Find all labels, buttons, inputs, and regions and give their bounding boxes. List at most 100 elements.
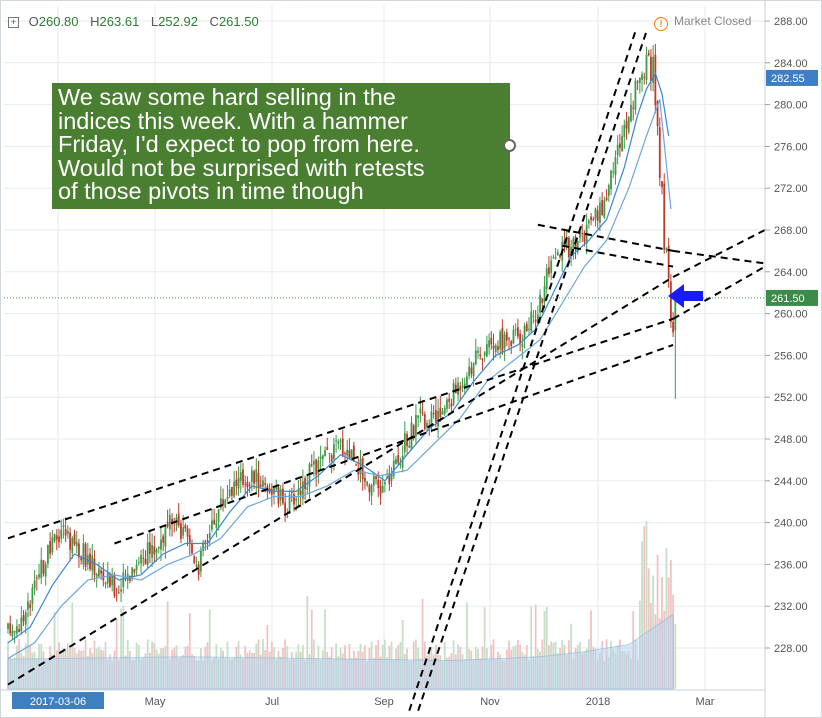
price-tick-label: 260.00 <box>774 309 808 321</box>
time-tick-label: Mar <box>696 696 715 708</box>
trendline <box>7 276 674 686</box>
volume-bar <box>641 541 643 689</box>
candle-body <box>341 438 344 457</box>
candle-body <box>669 281 672 323</box>
candle-body <box>454 384 457 394</box>
candle-body <box>552 257 555 259</box>
candle-body <box>368 485 371 493</box>
candle-body <box>211 520 213 530</box>
market-status[interactable]: ! Market Closed <box>654 14 751 31</box>
candle-body <box>78 543 80 558</box>
candle-body <box>377 479 380 488</box>
candle-body <box>603 199 606 218</box>
candle-body <box>661 181 663 188</box>
price-tick-label: 272.00 <box>774 183 808 195</box>
candle-body <box>182 527 185 536</box>
candle-body <box>490 337 493 345</box>
candle-body <box>417 415 420 418</box>
candle-body <box>62 524 65 527</box>
candle-body <box>224 499 227 508</box>
candle-body <box>352 445 355 461</box>
candle-body <box>614 157 617 175</box>
candle-body <box>545 268 548 290</box>
candle-body <box>286 516 289 518</box>
candle-body <box>335 440 338 442</box>
candle-body <box>324 450 326 457</box>
candle-body <box>501 327 504 353</box>
candle-body <box>667 245 670 279</box>
candle-body <box>208 533 211 539</box>
volume-bar <box>115 619 118 689</box>
candle-body <box>512 329 515 344</box>
candle-body <box>536 314 539 323</box>
candle-body <box>565 239 568 248</box>
candle-body <box>337 441 340 444</box>
candle-body <box>15 626 18 634</box>
candle-body <box>239 472 242 481</box>
candle-body <box>253 471 255 484</box>
low-key: L <box>150 14 159 29</box>
volume-bar <box>122 605 125 689</box>
candle-body <box>13 631 16 633</box>
candle-body <box>151 545 154 558</box>
candle-body <box>18 629 20 633</box>
candle-body <box>109 574 111 588</box>
volume-bar <box>27 613 29 689</box>
candle-body <box>24 612 27 625</box>
candle-body <box>40 559 43 578</box>
candle-body <box>643 77 646 79</box>
candle-body <box>652 56 655 84</box>
candle-body <box>228 489 231 497</box>
candle-body <box>355 464 357 466</box>
candle-body <box>570 247 573 257</box>
trendline-extension <box>672 249 766 265</box>
candle-body <box>104 582 107 585</box>
price-tick-label: 264.00 <box>774 267 808 279</box>
candle-body <box>299 490 302 495</box>
candle-body <box>395 458 397 465</box>
candle-body <box>166 521 169 527</box>
candle-body <box>572 238 575 249</box>
candle-body <box>554 257 557 259</box>
candle-body <box>111 574 114 586</box>
annotation-note[interactable]: We saw some hard selling in the indices … <box>52 83 510 209</box>
candle-body <box>348 450 351 459</box>
candle-body <box>579 230 581 238</box>
candle-body <box>443 407 446 414</box>
candle-body <box>84 544 87 567</box>
candle-body <box>42 560 45 574</box>
candle-body <box>472 363 475 377</box>
price-axis[interactable]: 228.00 232.00 236.00 240.00 244.00 248.00 252.… <box>4 0 818 718</box>
volume-bar <box>466 602 468 689</box>
candle-body <box>246 481 249 488</box>
candle-body <box>38 574 40 578</box>
price-tick-label: 276.00 <box>774 141 808 153</box>
candle-body <box>330 455 333 462</box>
candle-body <box>592 219 595 221</box>
time-axis[interactable]: 2017-03-06 May Jul Sep Nov 2018 Mar <box>0 689 765 709</box>
candle-body <box>301 481 304 499</box>
candle-body <box>75 541 78 547</box>
trendline <box>562 244 674 268</box>
annotation-handle[interactable] <box>503 139 516 152</box>
volume-bar <box>166 601 169 689</box>
candle-body <box>160 539 162 550</box>
candle-body <box>7 623 9 629</box>
candle-body <box>82 542 85 565</box>
candle-body <box>534 319 537 322</box>
volume-bar <box>306 595 309 689</box>
candle-body <box>344 453 346 455</box>
candle-body <box>419 408 422 413</box>
candle-body <box>612 171 615 173</box>
plus-square-icon[interactable]: + <box>8 17 19 28</box>
candle-body <box>204 541 207 543</box>
candle-body <box>206 540 209 542</box>
volume-bar <box>647 568 650 689</box>
candle-body <box>541 298 544 304</box>
candle-body <box>231 487 233 496</box>
candle-body <box>332 444 335 460</box>
candle-body <box>157 546 160 549</box>
candle-body <box>53 533 56 542</box>
candle-body <box>423 414 426 430</box>
candle-body <box>658 127 661 179</box>
